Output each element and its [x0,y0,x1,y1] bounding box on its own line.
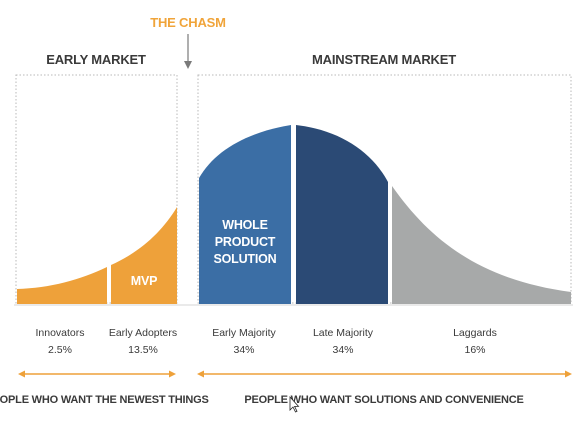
early-market-title: EARLY MARKET [46,52,146,67]
footer-mainstream-caption: PEOPLE WHO WANT SOLUTIONS AND CONVENIENC… [244,394,523,406]
early-range-arrow [18,370,176,378]
mainstream-market-title: MAINSTREAM MARKET [312,52,456,67]
chasm-arrow-head-icon [184,61,192,69]
segment-laggards [392,186,571,304]
whole-product-line-2: PRODUCT [215,235,276,249]
segment-name-late-majority: Late Majority [313,327,374,339]
mvp-label: MVP [131,274,158,288]
segment-pct-laggards: 16% [464,344,485,356]
segment-name-innovators: Innovators [35,327,84,339]
mainstream-range-arrow [197,370,572,378]
whole-product-line-3: SOLUTION [214,252,277,266]
segment-name-laggards: Laggards [453,327,497,339]
segment-pct-late-majority: 34% [332,344,353,356]
segment-name-early-majority: Early Majority [212,327,276,339]
segment-pct-early-adopters: 13.5% [128,344,158,356]
whole-product-line-1: WHOLE [222,218,268,232]
segment-early-adopters [111,207,177,304]
mouse-cursor-icon [289,395,300,413]
segment-name-early-adopters: Early Adopters [109,327,177,339]
footer-early-caption: PEOPLE WHO WANT THE NEWEST THINGS [0,394,209,406]
segment-pct-innovators: 2.5% [48,344,72,356]
segment-early-majority [199,125,291,304]
segment-pct-early-majority: 34% [233,344,254,356]
segment-innovators [17,267,107,304]
chasm-label: THE CHASM [150,15,225,30]
segment-late-majority [296,125,388,304]
